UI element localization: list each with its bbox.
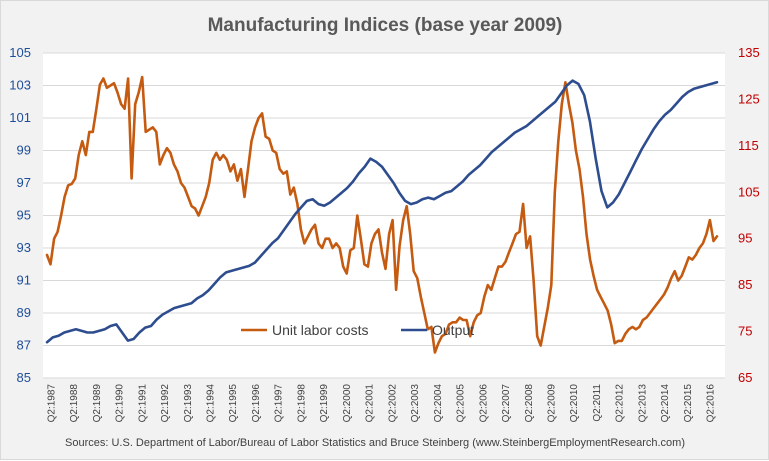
right-y-axis: 65 75 85 95 105 115 125 135 [738,45,760,385]
right-tick-label: 75 [738,324,752,339]
series-line-output [45,79,719,344]
left-y-axis: 85 87 89 91 93 95 97 99 101 103 105 [9,45,31,385]
x-tick-label: Q2:1987 [46,384,57,423]
chart-title: Manufacturing Indices (base year 2009) [208,15,563,36]
source-note: Sources: U.S. Department of Labor/Bureau… [65,437,685,449]
x-tick-label: Q2:1998 [296,384,307,423]
left-tick-label: 105 [9,45,31,60]
x-tick-label: Q2:1993 [183,384,194,423]
right-tick-label: 125 [738,91,760,106]
x-tick-label: Q2:1995 [228,384,239,423]
x-tick-label: Q2:2012 [615,384,626,423]
x-tick-label: Q2:1997 [274,384,285,423]
x-tick-label: Q2:1991 [137,384,148,423]
left-tick-label: 99 [17,143,31,158]
left-tick-label: 97 [17,175,31,190]
left-tick-label: 91 [17,273,31,288]
left-tick-label: 85 [17,370,31,385]
x-tick-label: Q2:1999 [319,384,330,423]
x-tick-label: Q2:2003 [410,384,421,423]
left-tick-label: 103 [9,78,31,93]
x-tick-label: Q2:1996 [251,384,262,423]
gridlines [43,52,725,379]
x-tick-label: Q2:2015 [683,384,694,423]
left-tick-label: 101 [9,110,31,125]
x-tick-label: Q2:2016 [706,384,717,423]
x-tick-label: Q2:1990 [115,384,126,423]
x-tick-label: Q2:2009 [547,384,558,423]
x-tick-label: Q2:2000 [342,384,353,423]
x-tick-label: Q2:1994 [206,384,217,423]
left-tick-label: 87 [17,338,31,353]
x-tick-label: Q2:1988 [69,384,80,423]
right-tick-label: 85 [738,277,752,292]
right-tick-label: 135 [738,45,760,60]
x-axis: Q2:1987 Q2:1988 Q2:1989 Q2:1990 Q2:1991 Q2:19… [46,384,716,423]
legend: Unit labor costs Output [241,322,474,338]
x-tick-label: Q2:2014 [660,384,671,423]
right-tick-label: 105 [738,184,760,199]
x-tick-label: Q2:2007 [501,384,512,423]
x-tick-label: Q2:1992 [160,384,171,423]
left-tick-label: 93 [17,240,31,255]
left-tick-label: 95 [17,208,31,223]
x-tick-label: Q2:2011 [592,384,603,422]
x-tick-label: Q2:2013 [637,384,648,423]
right-tick-label: 65 [738,370,752,385]
left-tick-label: 89 [17,305,31,320]
legend-label: Output [432,322,474,338]
right-tick-label: 115 [738,138,759,153]
x-tick-label: Q2:2005 [456,384,467,423]
x-tick-label: Q2:2006 [478,384,489,423]
series-lines [45,75,719,354]
series-line-unit-labor-costs [45,75,719,354]
x-tick-label: Q2:2008 [524,384,535,423]
x-tick-label: Q2:2004 [433,384,444,423]
x-tick-label: Q2:1989 [92,384,103,423]
x-tick-label: Q2:2002 [387,384,398,423]
x-tick-label: Q2:2001 [365,384,376,423]
right-tick-label: 95 [738,231,752,246]
x-tick-label: Q2:2010 [569,384,580,423]
legend-label: Unit labor costs [272,322,368,338]
